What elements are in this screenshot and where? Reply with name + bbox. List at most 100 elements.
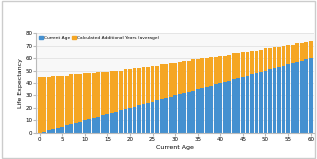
Bar [187, 61, 191, 92]
Bar [196, 89, 200, 133]
Bar [173, 96, 177, 133]
Bar [160, 99, 164, 133]
Bar [146, 67, 150, 103]
Bar [164, 98, 168, 133]
Bar [142, 104, 146, 133]
Bar [191, 90, 195, 133]
Bar [60, 76, 64, 127]
Legend: Current Age, Calculated Additional Years (average): Current Age, Calculated Additional Years… [39, 36, 160, 41]
Bar [273, 47, 276, 68]
Bar [205, 58, 209, 87]
Bar [281, 46, 286, 66]
Bar [155, 66, 159, 100]
Bar [69, 124, 73, 133]
Bar [119, 110, 123, 133]
Bar [209, 57, 213, 86]
Bar [65, 125, 69, 133]
Bar [51, 76, 55, 129]
Bar [101, 72, 105, 115]
Bar [191, 59, 195, 90]
Bar [78, 122, 82, 133]
Bar [236, 78, 240, 133]
Bar [60, 127, 64, 133]
Bar [182, 61, 186, 93]
Bar [83, 120, 87, 133]
Bar [263, 48, 268, 71]
Bar [295, 43, 299, 62]
Text: Life Expectancy Based on Current Age, 2015: Life Expectancy Based on Current Age, 20… [6, 12, 223, 21]
Bar [304, 59, 308, 133]
Bar [281, 66, 286, 133]
Bar [227, 81, 231, 133]
Bar [218, 56, 222, 83]
Bar [47, 130, 51, 133]
Bar [96, 117, 100, 133]
Bar [232, 79, 236, 133]
Bar [214, 84, 218, 133]
Bar [241, 52, 245, 77]
Bar [250, 74, 254, 133]
Bar [155, 100, 159, 133]
Bar [47, 77, 51, 130]
Bar [304, 42, 308, 59]
Bar [114, 71, 118, 112]
Bar [268, 48, 272, 69]
Bar [128, 69, 132, 108]
Bar [309, 58, 313, 133]
Bar [114, 112, 118, 133]
Bar [124, 109, 127, 133]
Bar [259, 72, 263, 133]
Bar [137, 105, 141, 133]
Bar [241, 77, 245, 133]
Bar [291, 45, 294, 63]
Bar [300, 61, 304, 133]
Bar [137, 68, 141, 105]
Bar [255, 73, 258, 133]
Bar [42, 77, 46, 131]
Bar [187, 92, 191, 133]
Bar [205, 87, 209, 133]
Bar [51, 129, 55, 133]
X-axis label: Current Age: Current Age [156, 145, 194, 150]
Bar [273, 68, 276, 133]
Bar [92, 73, 96, 118]
Bar [142, 67, 146, 104]
Bar [277, 47, 281, 67]
Bar [223, 56, 227, 82]
Bar [250, 51, 254, 74]
Bar [56, 128, 60, 133]
Bar [124, 69, 127, 109]
Bar [74, 123, 78, 133]
Bar [178, 94, 182, 133]
Bar [101, 115, 105, 133]
Bar [196, 59, 200, 89]
Bar [133, 107, 136, 133]
Bar [200, 88, 204, 133]
Bar [309, 41, 313, 58]
Bar [218, 83, 222, 133]
Bar [151, 102, 154, 133]
Bar [286, 45, 290, 64]
Bar [106, 114, 109, 133]
Bar [42, 131, 46, 133]
Bar [69, 74, 73, 124]
Bar [236, 53, 240, 78]
Bar [38, 77, 42, 133]
Bar [92, 118, 96, 133]
Bar [78, 74, 82, 122]
Bar [169, 63, 172, 97]
Bar [83, 73, 87, 120]
Bar [277, 67, 281, 133]
Bar [245, 52, 249, 76]
Bar [245, 76, 249, 133]
Bar [182, 93, 186, 133]
Bar [173, 63, 177, 96]
Bar [300, 43, 304, 61]
Bar [169, 97, 172, 133]
Bar [128, 108, 132, 133]
Bar [160, 64, 164, 99]
Bar [65, 76, 69, 125]
Bar [87, 119, 91, 133]
Bar [106, 72, 109, 114]
Bar [119, 71, 123, 110]
